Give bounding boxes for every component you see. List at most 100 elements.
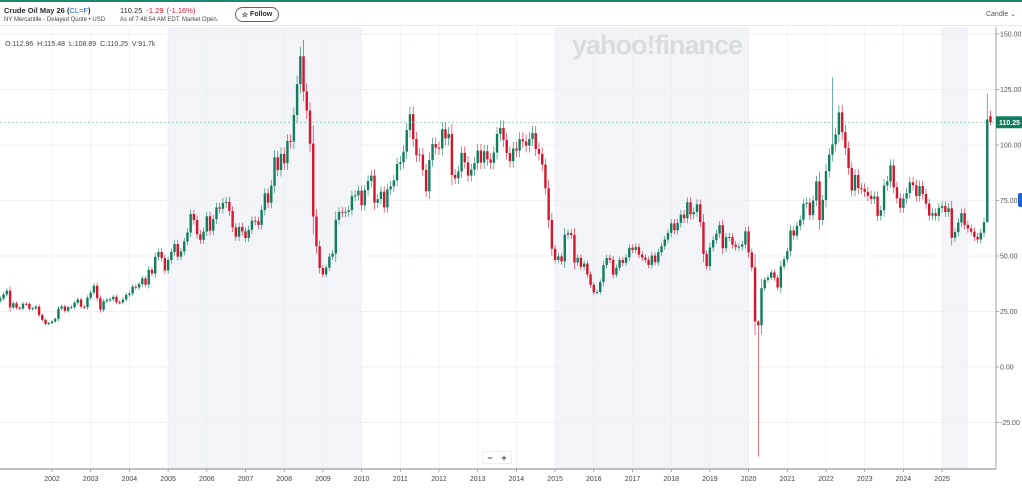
candle-body [718, 225, 721, 234]
symbol-link[interactable]: CL=F [69, 6, 89, 15]
x-tick-label: 2011 [393, 476, 408, 483]
candle-body [492, 152, 496, 163]
ohlc-readout: O:112.96 H:115.48 L:108.89 C:110.25 V:91… [5, 41, 156, 48]
candle-body [682, 214, 686, 219]
candle-body [395, 164, 399, 181]
candle-body [437, 147, 441, 149]
candle-body [573, 234, 576, 263]
candle-body [15, 303, 18, 308]
candle-body [511, 148, 515, 162]
candle-body [186, 232, 189, 242]
candle-body [605, 257, 608, 266]
candle-body [441, 129, 444, 149]
candle-body [837, 112, 841, 135]
candle-body [141, 278, 144, 284]
candle-body [895, 187, 899, 199]
candle-body [257, 221, 260, 225]
candle-body [28, 303, 31, 309]
x-tick-label: 2021 [780, 476, 796, 483]
candle-body [737, 246, 741, 248]
candle-body [840, 112, 844, 133]
zoom-in-button[interactable]: + [501, 453, 507, 463]
candle-body [889, 165, 892, 182]
candle-body [212, 219, 215, 231]
candle-body [476, 150, 479, 164]
x-tick-label: 2006 [199, 476, 215, 483]
candle-body [202, 231, 205, 240]
candle-body [353, 195, 357, 197]
candle-body [215, 207, 218, 220]
candle-body [121, 299, 125, 303]
candle-body [179, 251, 183, 257]
candle-body [869, 195, 873, 199]
candle-body [8, 290, 12, 308]
expand-panel-tab[interactable] [1018, 193, 1022, 207]
chart-type-select[interactable]: Candle ⌄ [986, 10, 1016, 18]
candle-body [824, 171, 828, 201]
candle-body [928, 203, 931, 216]
candle-body [566, 233, 570, 235]
candle-body [792, 230, 795, 236]
candle-body [663, 239, 666, 247]
candle-body [782, 259, 786, 267]
candle-body [608, 257, 612, 260]
x-tick-label: 2023 [857, 476, 873, 483]
y-tick-label: -25.00 [1000, 420, 1020, 427]
candle-body [373, 175, 376, 203]
shaded-period [168, 27, 362, 469]
candle-body [908, 182, 912, 194]
candle-body [940, 206, 944, 208]
candle-body [295, 84, 299, 116]
candle-body [508, 152, 512, 162]
candle-body [92, 285, 96, 293]
candle-body [131, 286, 134, 294]
candle-body [328, 256, 331, 268]
candle-body [666, 232, 670, 240]
candle-body [611, 259, 615, 275]
candle-body [218, 207, 221, 209]
candle-body [953, 232, 957, 238]
candle-body [312, 143, 315, 217]
x-tick-label: 2010 [354, 476, 370, 483]
candle-body [115, 296, 118, 303]
x-tick-label: 2016 [586, 476, 602, 483]
y-tick-label: 75.00 [1000, 198, 1018, 205]
candle-body [686, 202, 689, 219]
candle-body [934, 213, 937, 217]
chart-type-label: Candle [985, 11, 1009, 18]
candle-body [299, 56, 302, 85]
candle-body [25, 303, 28, 305]
y-tick-label: 50.00 [1000, 254, 1018, 261]
candle-body [886, 181, 889, 186]
star-icon: ☆ [241, 11, 249, 19]
x-tick-label: 2014 [509, 476, 525, 483]
candle-body [857, 174, 860, 189]
x-tick-label: 2004 [122, 476, 138, 483]
candle-body [634, 247, 637, 250]
x-tick-label: 2009 [315, 476, 331, 483]
market-status: As of 7:48:54 AM EDT. Market Open. [120, 17, 219, 23]
follow-button[interactable]: ☆ Follow [235, 7, 279, 22]
candle-body [947, 208, 950, 213]
candle-body [415, 139, 418, 156]
candle-body [73, 302, 76, 308]
candle-body [618, 259, 621, 268]
candle-body [347, 210, 350, 212]
candle-body [673, 223, 676, 231]
candle-body [898, 198, 902, 208]
candle-body [276, 157, 279, 171]
candle-body [708, 247, 712, 267]
candle-body [402, 151, 405, 163]
candle-body [599, 281, 602, 292]
instrument-name: Crude Oil May 26 [4, 6, 65, 15]
candle-body [231, 210, 234, 228]
y-tick-label: 125.00 [1000, 87, 1022, 94]
candle-body [628, 247, 631, 258]
candle-body [270, 185, 273, 203]
candle-body [247, 229, 250, 239]
candle-body [157, 252, 160, 257]
candle-body [534, 133, 537, 149]
zoom-out-button[interactable]: − [487, 453, 493, 463]
candle-body [89, 292, 92, 298]
